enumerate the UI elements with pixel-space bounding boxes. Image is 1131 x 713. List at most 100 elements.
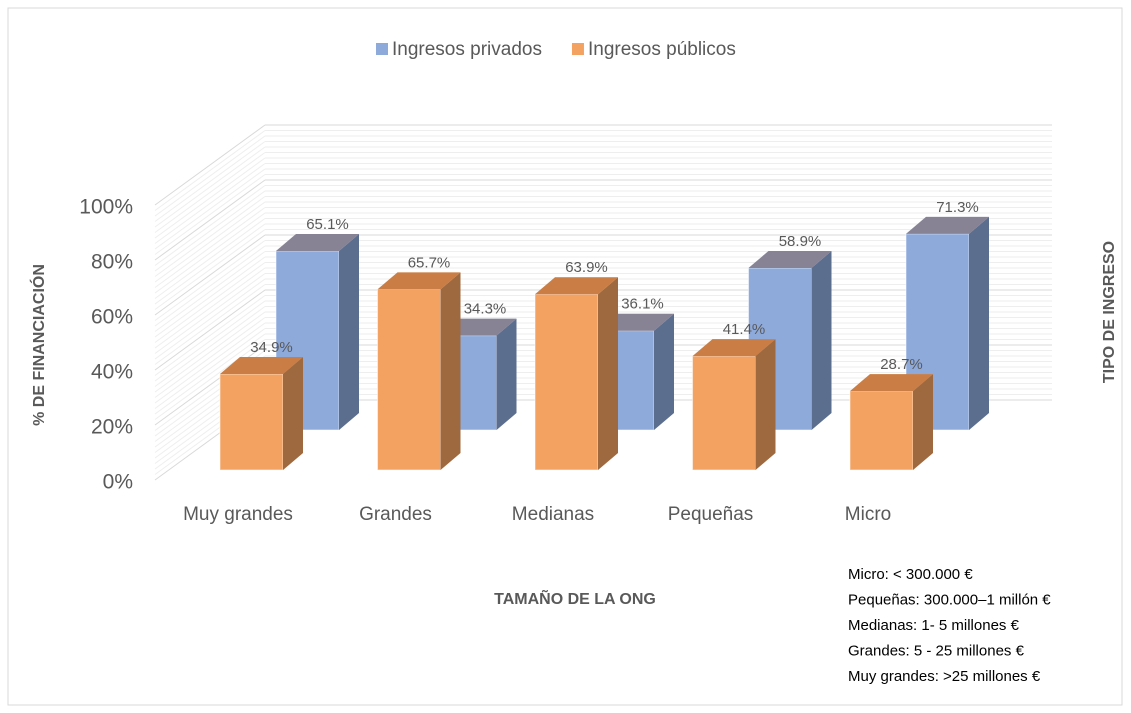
bar-top [276, 233, 359, 251]
y-tick-label: 20% [91, 416, 133, 439]
bar-top-shade [377, 272, 461, 290]
minor-grid [154, 185, 266, 266]
y-tick-label: 60% [91, 306, 133, 329]
minor-grid [154, 245, 266, 327]
y-axis-title: % DE FINANCIACIÓN [29, 264, 48, 426]
minor-grid [154, 240, 266, 321]
minor-grid [154, 135, 266, 217]
minor-grid [154, 196, 266, 277]
bar-side [654, 313, 674, 430]
data-label: 34.3% [464, 301, 507, 318]
minor-grid [154, 273, 266, 354]
bar-side [913, 374, 933, 470]
minor-grid [154, 278, 266, 360]
bar-top-shade [220, 357, 303, 375]
bar-front [219, 373, 284, 471]
bar-front [849, 390, 914, 471]
bar-top [850, 374, 933, 392]
minor-grid [154, 300, 266, 382]
note: Grandes: 5 - 25 millones € [848, 642, 1025, 659]
minor-grid [154, 339, 266, 420]
minor-grid [154, 152, 266, 233]
y-tick-label: 100% [79, 196, 133, 219]
minor-grid [154, 306, 266, 387]
bar-side [283, 357, 303, 470]
bar-side [811, 251, 832, 430]
x-tick-label: Muy grandes [183, 504, 293, 525]
x-axis-title: TAMAÑO DE LA ONG [494, 588, 656, 608]
bar-side [339, 233, 359, 430]
bar-front [692, 355, 756, 471]
chart-frame [7, 7, 1123, 706]
data-label: 71.3% [936, 199, 979, 216]
legend-label: Ingresos privados [392, 39, 542, 60]
bar-side-shade [496, 318, 517, 430]
x-tick-label: Grandes [359, 504, 432, 525]
minor-grid [154, 201, 266, 283]
bar-side [598, 277, 618, 470]
minor-grid [154, 174, 266, 255]
data-label: 65.1% [306, 216, 349, 233]
minor-grid [154, 317, 266, 398]
bar-top-shade [535, 277, 618, 295]
bar-side-shade [598, 277, 618, 470]
bar-top-shade [850, 374, 933, 392]
minor-grid [154, 212, 266, 294]
minor-grid [154, 267, 266, 349]
minor-grid [154, 229, 266, 310]
data-label: 34.9% [250, 339, 293, 356]
minor-grid [154, 256, 266, 338]
data-label: 41.4% [723, 321, 766, 338]
x-tick-label: Pequeñas [668, 504, 754, 525]
minor-grid [154, 333, 266, 415]
note: Medianas: 1- 5 millones € [848, 617, 1020, 634]
bar-top-shade [748, 251, 832, 269]
bar-side-shade [283, 357, 303, 470]
x-tick-label: Micro [845, 504, 891, 525]
minor-grid [154, 190, 266, 272]
grid-line [154, 289, 266, 371]
bar-side [755, 339, 776, 470]
legend-swatch [376, 43, 388, 55]
y-tick-label: 0% [103, 471, 133, 494]
minor-grid [154, 284, 266, 365]
legend-swatch [571, 43, 584, 55]
minor-grid [154, 311, 266, 393]
legend-label: Ingresos públicos [588, 39, 736, 60]
bar-side-shade [440, 272, 461, 470]
x-tick-label: Medianas [512, 504, 594, 525]
grid-line [154, 179, 266, 261]
minor-grid [154, 328, 266, 409]
note: Micro: < 300.000 € [848, 566, 973, 583]
bar-side-shade [654, 313, 674, 430]
bar-side-shade [811, 251, 832, 430]
minor-grid [154, 223, 266, 305]
depth-axis-title: TIPO DE INGRESO [1101, 241, 1118, 383]
minor-grid [154, 130, 266, 211]
y-tick-label: 40% [91, 361, 133, 384]
minor-grid [154, 322, 266, 404]
bar-side [496, 318, 517, 430]
bar-side [440, 272, 461, 470]
bar-side [969, 216, 989, 430]
minor-grid [154, 251, 266, 332]
data-label: 63.9% [565, 259, 608, 276]
minor-grid [154, 163, 266, 244]
bar-top-shade [906, 216, 989, 234]
bar-top [692, 339, 776, 357]
data-label: 65.7% [408, 254, 451, 271]
bar-side-shade [755, 339, 776, 470]
y-tick-label: 80% [91, 251, 133, 274]
bar-top-shade [692, 339, 776, 357]
minor-grid [154, 207, 266, 288]
bar-front [377, 288, 441, 471]
minor-grid [154, 218, 266, 299]
minor-grid [154, 157, 266, 239]
bar-side-shade [913, 374, 933, 470]
grid-line [154, 234, 266, 316]
note: Muy grandes: >25 millones € [848, 668, 1041, 685]
data-label: 58.9% [779, 233, 822, 250]
bar-top [220, 357, 303, 375]
minor-grid [154, 262, 266, 343]
